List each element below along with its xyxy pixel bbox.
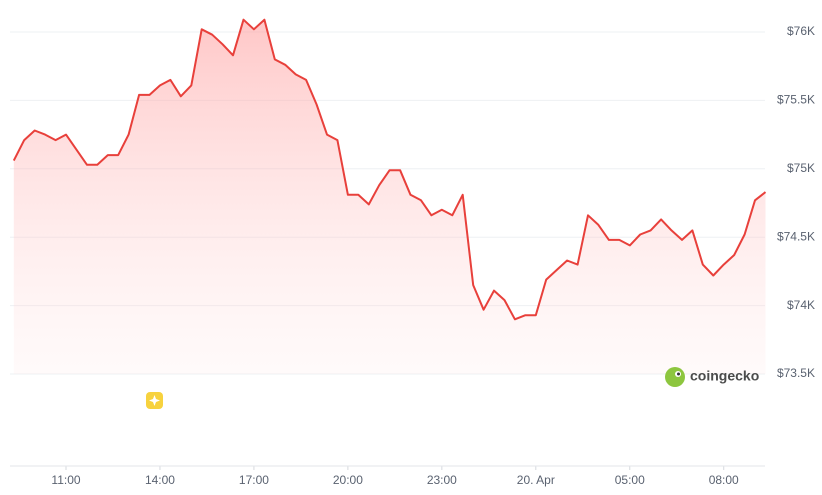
x-tick-label: 05:00: [615, 473, 645, 487]
x-tick-label: 08:00: [709, 473, 739, 487]
x-tick-label: 14:00: [145, 473, 175, 487]
logo: coingecko: [665, 367, 759, 387]
x-tick-label: 20:00: [333, 473, 363, 487]
x-tick-label: 23:00: [427, 473, 457, 487]
area: [13, 19, 766, 374]
x-tick-label: 11:00: [51, 473, 80, 487]
y-tick-label: $76K: [787, 24, 815, 38]
x-tick-label: 20. Apr: [517, 473, 555, 487]
price-line: [12, 18, 767, 321]
badge: [146, 392, 163, 409]
watermark: coingecko: [690, 368, 759, 384]
y-tick-label: $74K: [787, 298, 815, 312]
y-tick-label: $74.5K: [777, 229, 815, 243]
x-tick-label: 17:00: [239, 473, 269, 487]
y-tick-label: $73.5K: [777, 366, 815, 380]
y-tick-label: $75K: [787, 161, 815, 175]
plot: $73.5K $74K $74.5K $75K $75.5K $76K 11:00 14:00…: [10, 18, 815, 487]
y-tick-label: $75.5K: [777, 93, 815, 107]
